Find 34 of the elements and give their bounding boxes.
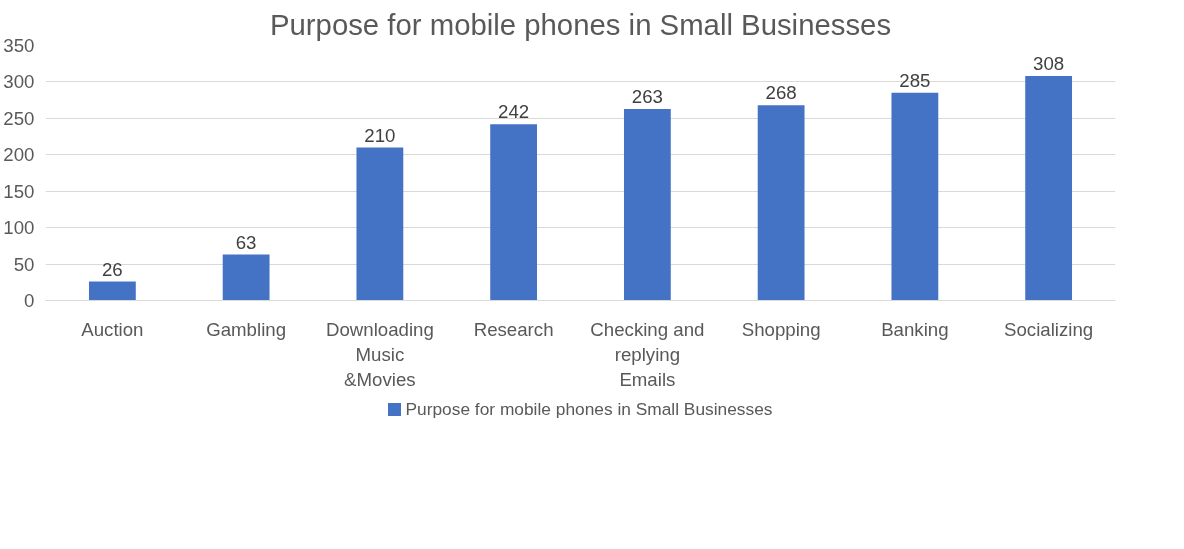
y-tick-label: 100: [3, 217, 35, 239]
data-label: 63: [235, 231, 257, 253]
x-tick-label: Auction: [81, 318, 144, 340]
x-tick-label: Gambling: [206, 318, 287, 340]
x-tick-label: Banking: [881, 318, 949, 340]
x-tick-label: Shopping: [741, 318, 821, 340]
data-label: 268: [765, 82, 797, 104]
x-tick-label: Socializing: [1004, 318, 1094, 340]
bar: [891, 92, 939, 301]
chart-title: Purpose for mobile phones in Small Businesses: [269, 7, 892, 41]
bar: [490, 124, 538, 301]
bar: [356, 147, 404, 301]
data-label: 242: [498, 101, 530, 123]
legend-label: Purpose for mobile phones in Small Businesses: [404, 398, 773, 421]
bar: [623, 108, 671, 301]
y-tick-label: 300: [3, 71, 35, 93]
bar: [757, 105, 805, 301]
data-label: 210: [364, 124, 396, 146]
y-tick-label: 50: [13, 253, 35, 275]
data-label: 285: [899, 69, 931, 91]
data-label: 263: [631, 85, 663, 107]
x-tick-label: Downloading Music &Movies: [325, 318, 434, 390]
y-tick-label: 350: [3, 35, 35, 56]
y-tick-label: 250: [3, 107, 35, 129]
bar: [222, 254, 270, 301]
bar: [88, 281, 136, 301]
data-label: 26: [102, 258, 123, 280]
bar: [1025, 76, 1073, 301]
y-tick-label: 150: [3, 180, 35, 202]
data-label: 308: [1033, 53, 1065, 75]
y-tick-label: 200: [3, 144, 35, 166]
y-tick-label: 0: [24, 290, 35, 311]
x-tick-label: Checking and replying Emails: [590, 318, 705, 390]
x-tick-label: Research: [473, 318, 554, 340]
